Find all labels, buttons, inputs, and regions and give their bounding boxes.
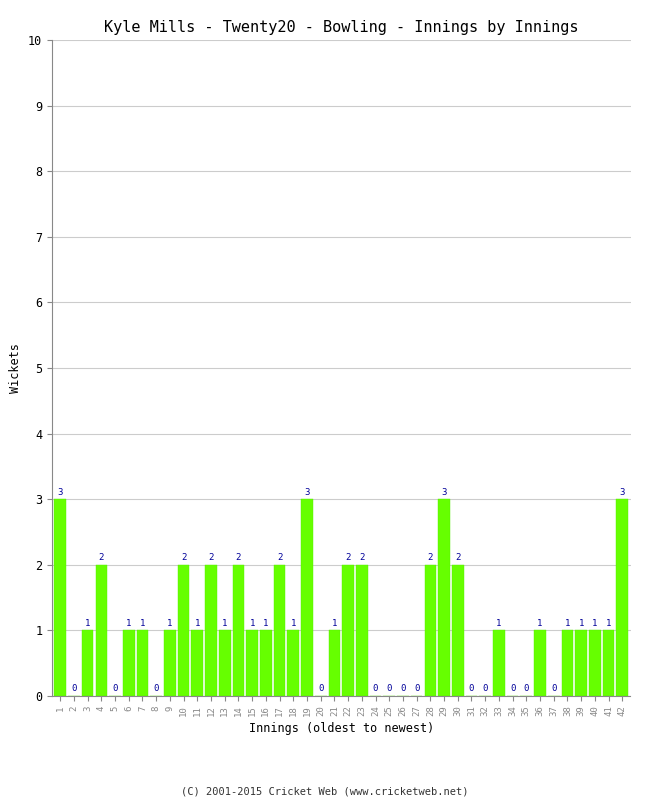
Text: 2: 2 — [99, 553, 104, 562]
Bar — [82, 630, 94, 696]
Bar — [603, 630, 614, 696]
Text: 0: 0 — [482, 684, 488, 694]
Text: 1: 1 — [194, 618, 200, 628]
Text: 0: 0 — [112, 684, 118, 694]
Text: 2: 2 — [455, 553, 460, 562]
Text: 3: 3 — [441, 487, 447, 497]
Text: (C) 2001-2015 Cricket Web (www.cricketweb.net): (C) 2001-2015 Cricket Web (www.cricketwe… — [181, 786, 469, 796]
Text: 0: 0 — [72, 684, 77, 694]
Text: 0: 0 — [551, 684, 556, 694]
Text: 2: 2 — [345, 553, 351, 562]
Text: 0: 0 — [524, 684, 529, 694]
X-axis label: Innings (oldest to newest): Innings (oldest to newest) — [248, 722, 434, 735]
Text: 1: 1 — [496, 618, 502, 628]
Bar — [123, 630, 135, 696]
Text: 1: 1 — [167, 618, 173, 628]
Y-axis label: Wickets: Wickets — [10, 343, 23, 393]
Text: 1: 1 — [291, 618, 296, 628]
Text: 1: 1 — [332, 618, 337, 628]
Text: 1: 1 — [592, 618, 597, 628]
Bar — [219, 630, 231, 696]
Bar — [562, 630, 573, 696]
Bar — [136, 630, 148, 696]
Text: 0: 0 — [414, 684, 419, 694]
Text: 3: 3 — [619, 487, 625, 497]
Text: 1: 1 — [606, 618, 611, 628]
Text: 2: 2 — [359, 553, 365, 562]
Text: 1: 1 — [126, 618, 131, 628]
Text: 0: 0 — [510, 684, 515, 694]
Bar — [178, 565, 189, 696]
Bar — [438, 499, 450, 696]
Text: 0: 0 — [318, 684, 323, 694]
Bar — [301, 499, 313, 696]
Bar — [328, 630, 340, 696]
Bar — [274, 565, 285, 696]
Text: 1: 1 — [250, 618, 255, 628]
Bar — [205, 565, 217, 696]
Text: 1: 1 — [85, 618, 90, 628]
Bar — [260, 630, 272, 696]
Bar — [287, 630, 299, 696]
Bar — [192, 630, 203, 696]
Bar — [493, 630, 504, 696]
Text: 2: 2 — [428, 553, 433, 562]
Text: 2: 2 — [277, 553, 282, 562]
Text: 0: 0 — [387, 684, 392, 694]
Text: 1: 1 — [578, 618, 584, 628]
Text: 1: 1 — [565, 618, 570, 628]
Text: 2: 2 — [181, 553, 187, 562]
Bar — [534, 630, 546, 696]
Text: 2: 2 — [209, 553, 214, 562]
Text: 0: 0 — [373, 684, 378, 694]
Bar — [589, 630, 601, 696]
Text: 1: 1 — [263, 618, 268, 628]
Text: 1: 1 — [222, 618, 227, 628]
Bar — [452, 565, 463, 696]
Text: 0: 0 — [400, 684, 406, 694]
Bar — [424, 565, 436, 696]
Bar — [55, 499, 66, 696]
Bar — [575, 630, 587, 696]
Bar — [616, 499, 628, 696]
Text: 3: 3 — [304, 487, 309, 497]
Bar — [356, 565, 368, 696]
Text: 1: 1 — [538, 618, 543, 628]
Text: 2: 2 — [236, 553, 241, 562]
Bar — [96, 565, 107, 696]
Title: Kyle Mills - Twenty20 - Bowling - Innings by Innings: Kyle Mills - Twenty20 - Bowling - Inning… — [104, 20, 578, 34]
Bar — [343, 565, 354, 696]
Bar — [246, 630, 258, 696]
Text: 3: 3 — [58, 487, 63, 497]
Text: 0: 0 — [469, 684, 474, 694]
Text: 1: 1 — [140, 618, 145, 628]
Bar — [164, 630, 176, 696]
Text: 0: 0 — [153, 684, 159, 694]
Bar — [233, 565, 244, 696]
